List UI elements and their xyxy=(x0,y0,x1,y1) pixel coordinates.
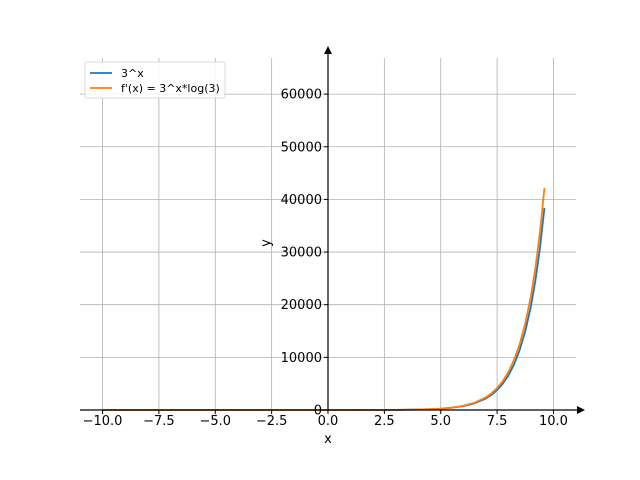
legend-label-2: f'(x) = 3^x*log(3) xyxy=(121,82,220,95)
x-tick-label: 2.5 xyxy=(374,414,395,429)
y-tick-label: 30000 xyxy=(281,246,322,261)
y-tick-label: 20000 xyxy=(281,298,322,313)
axes xyxy=(80,46,585,414)
x-tick-label: 10.0 xyxy=(539,414,568,429)
legend-label-1: 3^x xyxy=(121,67,144,80)
x-tick-label: −7.5 xyxy=(143,414,175,429)
legend-box xyxy=(84,61,226,99)
x-tick-label: 5.0 xyxy=(430,414,451,429)
y-ticks: 0 10000 20000 30000 40000 50000 60000 xyxy=(281,88,328,419)
x-ticks: −10.0 −7.5 −5.0 −2.5 0.0 2.5 5.0 7.5 10.0 xyxy=(83,410,568,429)
series-line-2 xyxy=(102,187,546,411)
y-tick-label: 50000 xyxy=(281,140,322,155)
x-axis-label: x xyxy=(324,432,332,447)
y-tick-label: 60000 xyxy=(281,88,322,103)
legend: 3^x f'(x) = 3^x*log(3) xyxy=(84,61,226,99)
x-tick-label: −5.0 xyxy=(199,414,231,429)
x-tick-label: 0.0 xyxy=(318,414,339,429)
x-tick-label: −10.0 xyxy=(83,414,123,429)
x-tick-label: −2.5 xyxy=(256,414,288,429)
y-axis-label: y xyxy=(259,239,274,247)
y-tick-label: 10000 xyxy=(281,351,322,366)
x-axis-arrow xyxy=(577,406,585,414)
x-tick-label: 7.5 xyxy=(487,414,508,429)
series-line-1 xyxy=(102,207,546,411)
y-axis-arrow xyxy=(324,46,332,54)
y-tick-label: 0 xyxy=(314,404,322,419)
series-layer xyxy=(102,187,546,411)
y-tick-label: 40000 xyxy=(281,193,322,208)
